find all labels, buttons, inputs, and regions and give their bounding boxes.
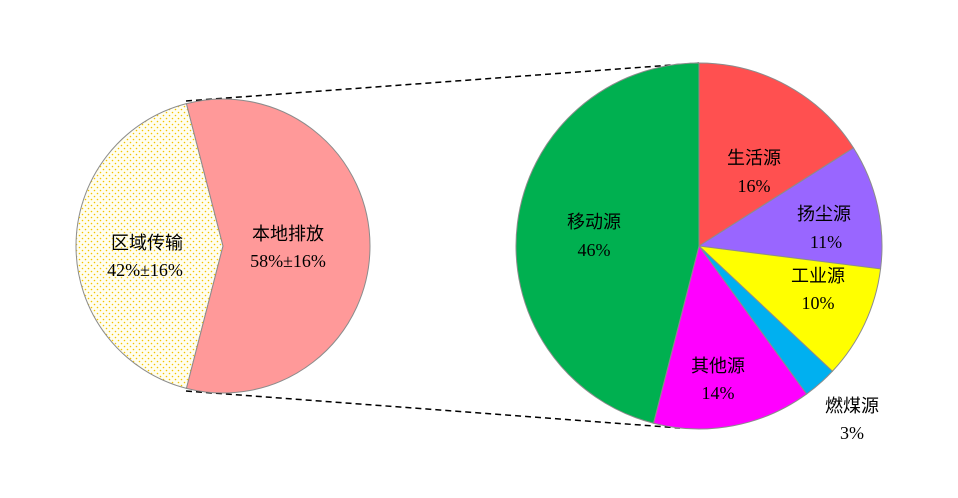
slice-label: 工业源: [791, 266, 845, 286]
pie-slice: [697, 245, 882, 372]
pie-slice: [515, 62, 700, 424]
connector-line-bottom: [185, 390, 681, 429]
pie-slice: [185, 98, 371, 394]
slice-value-label: 11%: [810, 232, 842, 252]
slice-value-label: 10%: [802, 293, 835, 313]
slice-label: 扬尘源: [797, 204, 851, 224]
slice-label: 本地排放: [252, 224, 324, 244]
slice-value-label: 42%±16%: [107, 260, 183, 280]
slice-label: 生活源: [727, 148, 781, 168]
connector-line-top: [185, 62, 700, 102]
slice-label: 其他源: [691, 356, 745, 376]
slice-value-label: 14%: [702, 383, 735, 403]
slice-label: 区域传输: [111, 233, 183, 253]
pie-slice: [75, 103, 224, 389]
pie-slice: [652, 244, 808, 430]
slice-value-label: 3%: [840, 423, 864, 443]
slice-value-label: 46%: [578, 240, 611, 260]
pie-slice: [698, 62, 855, 247]
slice-value-label: 16%: [738, 176, 771, 196]
pie-slice: [697, 147, 883, 270]
slice-label: 燃煤源: [825, 396, 879, 416]
slice-label: 移动源: [567, 212, 621, 232]
slice-value-label: 58%±16%: [250, 251, 326, 271]
